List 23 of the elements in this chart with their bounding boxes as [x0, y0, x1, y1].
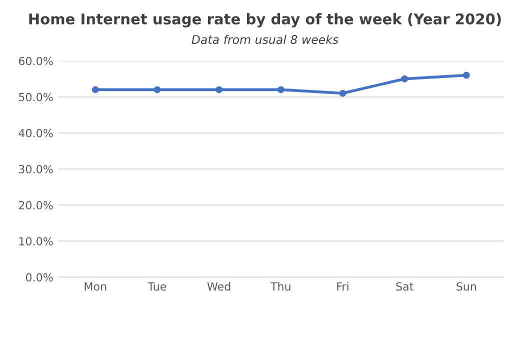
point: [154, 86, 161, 94]
x-tick-label: Thu: [270, 282, 290, 291]
point: [339, 90, 346, 97]
point: [277, 86, 284, 94]
x-tick-label: Sat: [396, 282, 414, 291]
point: [216, 86, 223, 94]
x-tick-label: Sun: [456, 282, 476, 291]
chart-title: Home Internet usage rate by day of the week (Year 2020): [29, 13, 501, 28]
y-tick-label: 60.0%: [18, 56, 53, 66]
x-tick-label: Fri: [337, 282, 348, 290]
chart-subtitle: Data from usual 8 weeks: [192, 34, 338, 44]
y-tick-label: 40.0%: [18, 128, 53, 138]
y-tick-label: 20.0%: [18, 201, 53, 210]
point: [462, 72, 470, 79]
point: [92, 86, 99, 94]
y-tick-label: 30.0%: [18, 164, 53, 174]
x-tick-label: Tue: [148, 282, 166, 291]
x-tick-label: Wed: [207, 282, 230, 291]
point: [401, 75, 408, 82]
x-tick-label: Mon: [84, 282, 106, 291]
y-tick-label: 0.0%: [26, 273, 53, 282]
y-tick-label: 50.0%: [19, 92, 53, 102]
y-tick-label: 10.0%: [19, 237, 53, 246]
